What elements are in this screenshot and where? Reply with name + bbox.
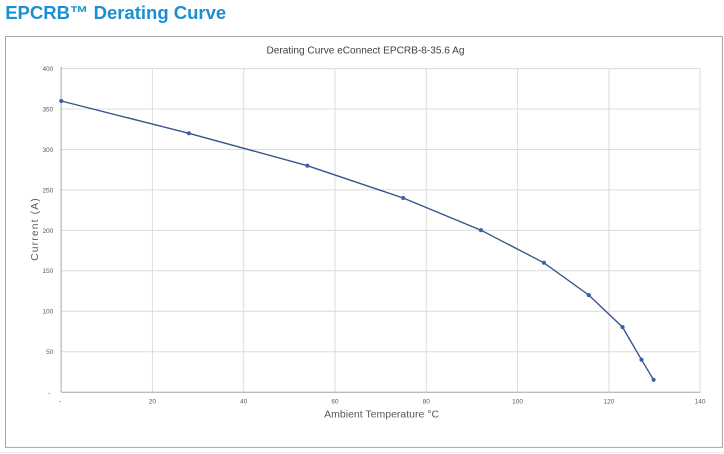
svg-text:-: -: [48, 390, 50, 397]
svg-text:Current (A): Current (A): [30, 197, 41, 261]
svg-text:400: 400: [42, 66, 53, 73]
svg-text:Derating Curve eConnect EPCRB-: Derating Curve eConnect EPCRB-8-35.6 Ag: [266, 45, 464, 56]
svg-text:150: 150: [42, 268, 53, 275]
svg-text:250: 250: [42, 187, 53, 194]
svg-text:80: 80: [423, 399, 431, 406]
svg-text:50: 50: [46, 349, 54, 356]
svg-text:200: 200: [42, 228, 53, 235]
svg-text:40: 40: [240, 399, 248, 406]
svg-text:60: 60: [331, 399, 339, 406]
svg-text:20: 20: [149, 399, 157, 406]
svg-text:120: 120: [603, 399, 614, 406]
svg-text:EPCRB™ Derating Curve: EPCRB™ Derating Curve: [5, 2, 226, 23]
svg-text:100: 100: [512, 399, 523, 406]
svg-text:-: -: [59, 399, 61, 406]
svg-text:300: 300: [42, 147, 53, 154]
svg-text:350: 350: [42, 106, 53, 113]
svg-text:140: 140: [695, 399, 706, 406]
svg-text:Ambient Temperature °C: Ambient Temperature °C: [324, 408, 439, 420]
svg-text:100: 100: [42, 309, 53, 316]
